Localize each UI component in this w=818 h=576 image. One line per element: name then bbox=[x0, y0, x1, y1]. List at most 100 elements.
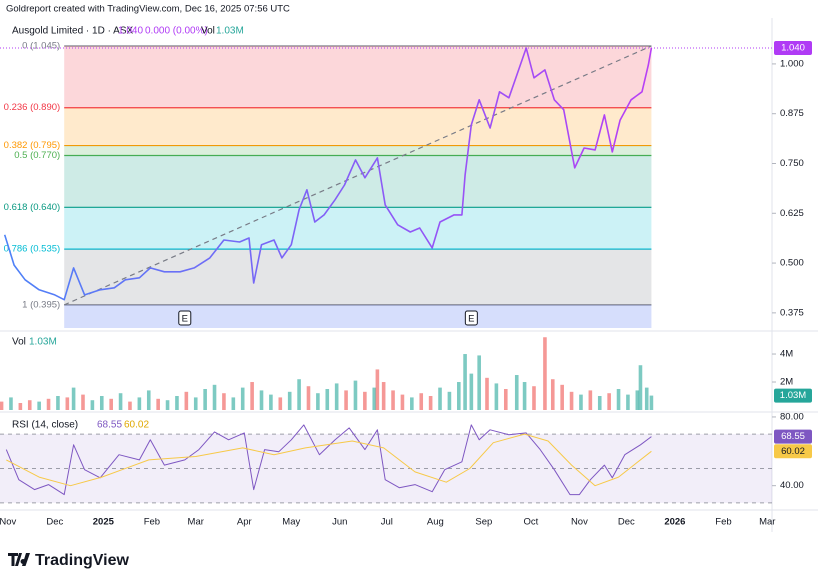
volume-bar bbox=[240, 387, 245, 410]
volume-bar bbox=[156, 398, 160, 410]
price-tag bbox=[774, 388, 812, 403]
volume-bar bbox=[222, 393, 226, 410]
volume-bar bbox=[165, 400, 170, 410]
price-tag bbox=[774, 40, 812, 55]
fib-label: 0.786 (0.535) bbox=[4, 244, 61, 255]
y-tick-label: 0.875 bbox=[780, 108, 804, 119]
x-tick-label: Apr bbox=[237, 517, 252, 528]
volume-bar bbox=[344, 390, 348, 410]
volume-bar bbox=[287, 391, 292, 410]
x-tick-label: Jul bbox=[381, 517, 393, 528]
x-tick-label: Nov bbox=[571, 517, 588, 528]
plot: 0.375 0.500 0.625 0.750 0.875 1.000 0 (1.045) 0… bbox=[0, 40, 812, 528]
volume-bar bbox=[193, 397, 198, 410]
volume-bar bbox=[477, 355, 481, 410]
volume-bar bbox=[37, 401, 41, 410]
volume-bar bbox=[90, 400, 95, 410]
volume-bar bbox=[375, 369, 380, 410]
x-tick-label: Nov bbox=[0, 517, 17, 528]
volume-bar bbox=[381, 382, 386, 410]
y-tick-label: 0.625 bbox=[780, 208, 804, 219]
volume-bar bbox=[297, 379, 301, 410]
volume-bar bbox=[212, 384, 217, 410]
legend-vol: 1.03M bbox=[216, 26, 244, 37]
volume-bar bbox=[503, 389, 508, 410]
volume-bar bbox=[71, 387, 76, 410]
fib-zone bbox=[64, 207, 652, 250]
volume-bar bbox=[644, 387, 649, 410]
price-tag-label: 1.040 bbox=[781, 42, 805, 53]
legend-price: 1.040 bbox=[118, 26, 143, 37]
volume-bar bbox=[579, 394, 583, 410]
volume-bar bbox=[400, 394, 405, 410]
volume-bar bbox=[231, 397, 236, 410]
volume-bar bbox=[363, 391, 367, 410]
volume-bar bbox=[334, 383, 339, 410]
volume-bar bbox=[447, 391, 452, 410]
series-line bbox=[3, 47, 653, 301]
volume-bar bbox=[569, 391, 574, 410]
volume-bar bbox=[560, 384, 564, 410]
volume-bar bbox=[514, 375, 519, 410]
x-tick-label: Mar bbox=[759, 517, 775, 528]
fib-label: 0.5 (0.770) bbox=[14, 150, 60, 161]
volume-bar bbox=[626, 394, 630, 410]
rsi-title: RSI (14, close) bbox=[12, 420, 78, 431]
rsi-value: 68.55 bbox=[97, 420, 122, 431]
price-tag-label: 60.02 bbox=[781, 446, 805, 457]
volume-bar bbox=[372, 387, 377, 410]
event-marker bbox=[464, 310, 478, 326]
x-tick-label: Mar bbox=[188, 517, 204, 528]
volume-bar bbox=[184, 391, 189, 410]
fib-zone bbox=[64, 107, 652, 146]
fib-zone bbox=[64, 145, 652, 156]
volume-bar bbox=[457, 382, 461, 410]
brand: TradingView bbox=[35, 552, 130, 569]
fib-label: 0.382 (0.795) bbox=[4, 140, 61, 151]
volume-bar bbox=[18, 403, 23, 410]
volume-bar bbox=[428, 396, 433, 410]
y-tick-label: 4M bbox=[780, 349, 793, 360]
series-line bbox=[5, 424, 652, 496]
fib-extension bbox=[64, 304, 652, 328]
fib-label: 0 (1.045) bbox=[22, 40, 60, 51]
volume-bar bbox=[109, 398, 113, 410]
legend: Ausgold Limited · 1D · ASX 1.040 0.000 (… bbox=[12, 26, 244, 431]
price-tag-label: 1.03M bbox=[780, 390, 806, 401]
y-tick-label: 0.375 bbox=[780, 307, 804, 318]
volume-bar bbox=[278, 397, 283, 410]
volume-bar bbox=[550, 379, 555, 410]
x-tick-label: Feb bbox=[715, 517, 731, 528]
volume-bar bbox=[391, 390, 395, 410]
volume-bar bbox=[485, 377, 489, 410]
y-tick-label: 0.750 bbox=[780, 158, 804, 169]
volume-bar bbox=[597, 396, 602, 410]
x-tick-label: May bbox=[282, 517, 300, 528]
volume-bar bbox=[56, 396, 60, 410]
volume-bar bbox=[65, 397, 70, 410]
y-tick-label: 2M bbox=[780, 377, 793, 388]
trend-line bbox=[63, 45, 652, 306]
volume-bar bbox=[410, 397, 414, 410]
legend-change: 0.000 (0.00%) bbox=[145, 26, 208, 37]
x-tick-label: Aug bbox=[427, 517, 444, 528]
vol-title: Vol bbox=[12, 337, 26, 348]
volume-bar bbox=[269, 394, 273, 410]
volume-bar bbox=[635, 390, 640, 410]
fib-zone bbox=[64, 45, 652, 108]
y-tick-label: 40.00 bbox=[780, 480, 804, 491]
event-marker bbox=[178, 310, 192, 326]
price-tag-label: 68.55 bbox=[781, 431, 805, 442]
volume-bar bbox=[175, 396, 179, 410]
volume-bar bbox=[649, 395, 654, 410]
credit: Goldreport created with TradingView.com,… bbox=[6, 4, 290, 15]
symbol-title: Ausgold Limited · 1D · ASX bbox=[12, 26, 133, 37]
x-tick-label: Feb bbox=[144, 517, 160, 528]
volume-bar bbox=[146, 390, 151, 410]
fib-label: 0.236 (0.890) bbox=[4, 102, 61, 113]
series-line bbox=[6, 433, 652, 487]
volume-bar bbox=[469, 373, 474, 410]
x-tick-label: Dec bbox=[46, 517, 63, 528]
volume-bar bbox=[588, 390, 593, 410]
x-tick-label: Dec bbox=[618, 517, 635, 528]
